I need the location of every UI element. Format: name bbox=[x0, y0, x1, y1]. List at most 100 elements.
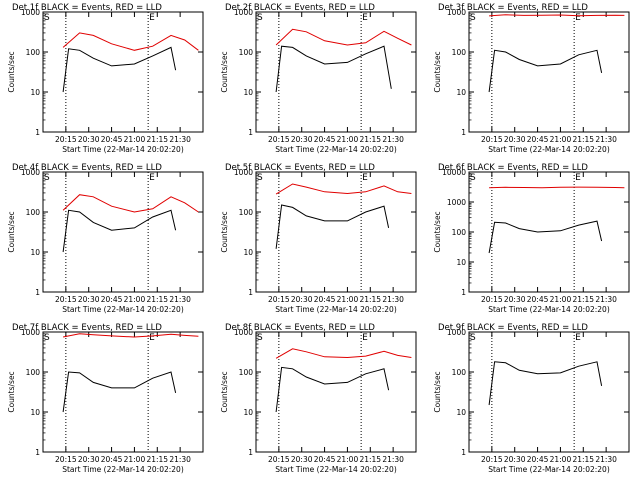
end-marker: E bbox=[362, 173, 368, 183]
x-axis-label: Start Time (22-Mar-14 20:02:20) bbox=[488, 305, 610, 314]
x-tick-label: 21:30 bbox=[595, 295, 617, 304]
chart-title: Det 6f BLACK = Events, RED = LLD bbox=[438, 163, 588, 173]
plot-frame bbox=[255, 11, 417, 133]
y-axis-label: Counts/sec bbox=[7, 51, 16, 92]
x-tick-label: 20:30 bbox=[78, 135, 100, 144]
end-marker: E bbox=[362, 13, 368, 23]
x-tick-label: 20:45 bbox=[527, 295, 549, 304]
series-line-2 bbox=[275, 348, 412, 359]
series-line-2 bbox=[62, 194, 199, 213]
x-axis-label: Start Time (22-Mar-14 20:02:20) bbox=[275, 465, 397, 474]
x-tick-label: 21:00 bbox=[337, 295, 359, 304]
x-tick-label: 21:15 bbox=[572, 135, 594, 144]
y-axis-label: Counts/sec bbox=[7, 371, 16, 412]
x-axis-label: Start Time (22-Mar-14 20:02:20) bbox=[62, 145, 184, 154]
x-tick-label: 21:00 bbox=[124, 455, 146, 464]
plot-frame bbox=[468, 11, 630, 133]
x-tick-label: 21:15 bbox=[572, 455, 594, 464]
y-tick-label: 1000 bbox=[234, 328, 253, 337]
plot-frame bbox=[42, 11, 204, 133]
x-tick-label: 20:15 bbox=[268, 135, 290, 144]
series-line-1 bbox=[62, 371, 177, 413]
x-tick-label: 20:15 bbox=[481, 455, 503, 464]
x-tick-label: 20:15 bbox=[55, 455, 77, 464]
x-tick-label: 21:30 bbox=[169, 295, 191, 304]
x-axis-label: Start Time (22-Mar-14 20:02:20) bbox=[488, 465, 610, 474]
x-tick-label: 21:15 bbox=[146, 455, 168, 464]
series-line-1 bbox=[488, 49, 603, 93]
x-tick-label: 20:15 bbox=[268, 295, 290, 304]
y-tick-label: 1 bbox=[248, 288, 253, 297]
x-tick-label: 20:15 bbox=[268, 455, 290, 464]
start-marker: S bbox=[257, 13, 263, 23]
series-line-1 bbox=[62, 46, 177, 93]
x-tick-label: 21:30 bbox=[169, 455, 191, 464]
plot-frame bbox=[255, 331, 417, 453]
x-axis-label: Start Time (22-Mar-14 20:02:20) bbox=[275, 145, 397, 154]
y-tick-label: 1000 bbox=[234, 8, 253, 17]
x-tick-label: 20:45 bbox=[527, 135, 549, 144]
x-axis-label: Start Time (22-Mar-14 20:02:20) bbox=[488, 145, 610, 154]
x-tick-label: 21:00 bbox=[337, 135, 359, 144]
y-tick-label: 1000 bbox=[447, 328, 466, 337]
x-tick-label: 20:30 bbox=[504, 135, 526, 144]
y-tick-label: 100 bbox=[239, 48, 254, 57]
x-axis-label: Start Time (22-Mar-14 20:02:20) bbox=[275, 305, 397, 314]
y-tick-label: 1 bbox=[461, 288, 466, 297]
y-tick-label: 1000 bbox=[21, 168, 40, 177]
x-tick-label: 21:15 bbox=[146, 295, 168, 304]
x-tick-label: 20:30 bbox=[291, 135, 313, 144]
end-marker: E bbox=[575, 13, 581, 23]
y-tick-label: 1000 bbox=[21, 328, 40, 337]
y-tick-label: 1 bbox=[461, 128, 466, 137]
y-axis-label: Counts/sec bbox=[433, 51, 442, 92]
y-tick-label: 1 bbox=[35, 128, 40, 137]
x-tick-label: 21:15 bbox=[359, 135, 381, 144]
y-tick-label: 1 bbox=[35, 448, 40, 457]
x-tick-label: 20:15 bbox=[55, 295, 77, 304]
y-axis-label: Counts/sec bbox=[433, 211, 442, 252]
end-marker: E bbox=[149, 333, 155, 343]
end-marker: E bbox=[575, 173, 581, 183]
chart-title: Det 5f BLACK = Events, RED = LLD bbox=[225, 163, 375, 173]
y-tick-label: 100 bbox=[26, 208, 41, 217]
x-tick-label: 21:00 bbox=[550, 295, 572, 304]
series-line-1 bbox=[488, 361, 603, 406]
x-tick-label: 20:45 bbox=[527, 455, 549, 464]
x-tick-label: 20:30 bbox=[291, 295, 313, 304]
x-tick-label: 20:45 bbox=[101, 295, 123, 304]
y-tick-label: 100 bbox=[239, 208, 254, 217]
series-line-2 bbox=[489, 14, 625, 17]
x-tick-label: 20:45 bbox=[101, 455, 123, 464]
plot-frame bbox=[42, 331, 204, 453]
plot-frame bbox=[42, 171, 204, 293]
x-tick-label: 21:30 bbox=[595, 455, 617, 464]
x-tick-label: 21:30 bbox=[169, 135, 191, 144]
y-tick-label: 1000 bbox=[21, 8, 40, 17]
y-tick-label: 10 bbox=[30, 408, 40, 417]
series-line-2 bbox=[62, 32, 199, 51]
chart-title: Det 9f BLACK = Events, RED = LLD bbox=[438, 323, 588, 333]
y-axis-label: Counts/sec bbox=[220, 371, 229, 412]
y-tick-label: 1 bbox=[248, 448, 253, 457]
x-tick-label: 20:15 bbox=[481, 135, 503, 144]
start-marker: S bbox=[257, 173, 263, 183]
x-tick-label: 21:15 bbox=[359, 295, 381, 304]
x-tick-label: 20:45 bbox=[314, 135, 336, 144]
start-marker: S bbox=[470, 173, 476, 183]
y-axis-label: Counts/sec bbox=[220, 51, 229, 92]
y-tick-label: 100 bbox=[26, 48, 41, 57]
x-tick-label: 20:30 bbox=[291, 455, 313, 464]
y-tick-label: 100 bbox=[26, 368, 41, 377]
x-tick-label: 21:30 bbox=[382, 295, 404, 304]
series-line-1 bbox=[275, 204, 390, 249]
x-tick-label: 20:15 bbox=[55, 135, 77, 144]
plot-frame bbox=[255, 171, 417, 293]
series-line-1 bbox=[275, 366, 390, 413]
